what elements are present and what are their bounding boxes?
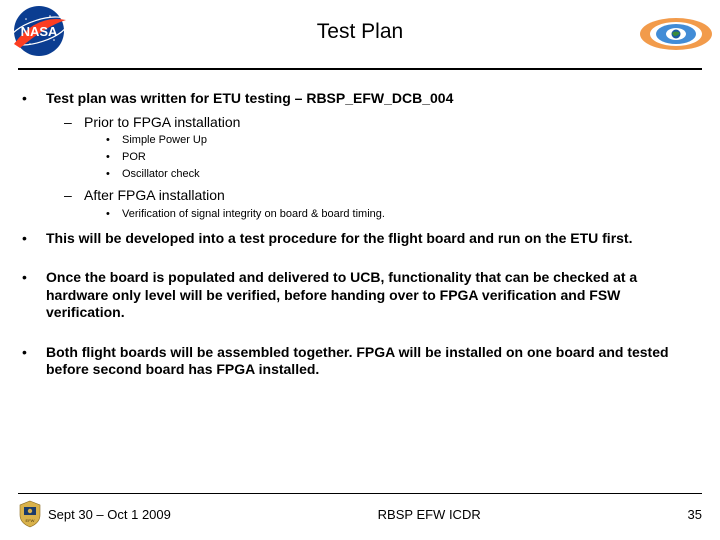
sub-text: After FPGA installation <box>84 187 225 205</box>
sub-text: Oscillator check <box>122 168 200 182</box>
bullet-text: Both flight boards will be assembled tog… <box>46 344 698 379</box>
dot-icon: • <box>106 134 122 148</box>
footer-date: Sept 30 – Oct 1 2009 <box>48 507 171 522</box>
bullet-dot: • <box>22 344 46 379</box>
slide-body: • Test plan was written for ETU testing … <box>0 70 720 379</box>
bullet-1-sub1: – Prior to FPGA installation <box>64 114 698 132</box>
footer-rule <box>18 493 702 494</box>
bullet-1-sub2-a: • Verification of signal integrity on bo… <box>106 208 698 222</box>
bullet-1-sub1-b: • POR <box>106 151 698 165</box>
slide-footer: EFW Sept 30 – Oct 1 2009 RBSP EFW ICDR 3… <box>0 493 720 528</box>
bullet-text: Once the board is populated and delivere… <box>46 269 698 322</box>
bullet-1-sub2: – After FPGA installation <box>64 187 698 205</box>
bullet-dot: • <box>22 230 46 248</box>
dot-icon: • <box>106 151 122 165</box>
dot-icon: • <box>106 168 122 182</box>
bullet-1-sub1-a: • Simple Power Up <box>106 134 698 148</box>
footer-page-number: 35 <box>688 507 702 522</box>
dot-icon: • <box>106 208 122 222</box>
bullet-3: • Once the board is populated and delive… <box>22 269 698 322</box>
bullet-4: • Both flight boards will be assembled t… <box>22 344 698 379</box>
dash-icon: – <box>64 187 84 205</box>
sub-text: POR <box>122 151 146 165</box>
bullet-text: Test plan was written for ETU testing – … <box>46 90 698 108</box>
slide-header: NASA Test Plan <box>0 0 720 68</box>
bullet-1-sub1-c: • Oscillator check <box>106 168 698 182</box>
sub-text: Simple Power Up <box>122 134 207 148</box>
radiation-belt-icon <box>638 14 714 54</box>
sub-text: Verification of signal integrity on boar… <box>122 208 385 222</box>
bullet-dot: • <box>22 90 46 108</box>
mission-badge-icon: EFW <box>18 500 42 528</box>
bullet-text: This will be developed into a test proce… <box>46 230 698 248</box>
svg-text:NASA: NASA <box>21 24 58 39</box>
nasa-logo: NASA <box>6 4 72 58</box>
slide-title: Test Plan <box>12 0 708 44</box>
bullet-2: • This will be developed into a test pro… <box>22 230 698 248</box>
bullet-1: • Test plan was written for ETU testing … <box>22 90 698 108</box>
bullet-dot: • <box>22 269 46 322</box>
sub-text: Prior to FPGA installation <box>84 114 240 132</box>
footer-center: RBSP EFW ICDR <box>171 507 688 522</box>
svg-text:EFW: EFW <box>26 518 35 523</box>
dash-icon: – <box>64 114 84 132</box>
